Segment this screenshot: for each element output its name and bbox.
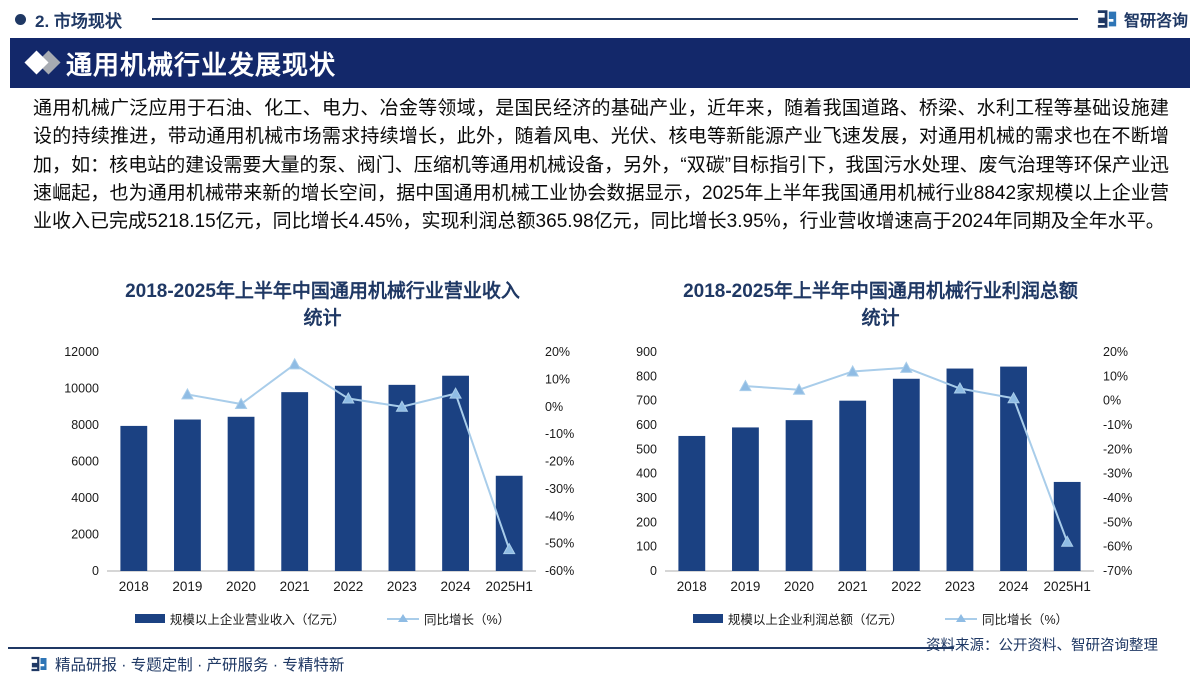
source-note: 资料来源：公开资料、智研咨询整理: [926, 638, 1158, 654]
svg-text:2023: 2023: [945, 579, 975, 594]
line-swatch-icon: [944, 613, 977, 624]
diamond-icon: [24, 48, 66, 78]
svg-text:2025H1: 2025H1: [486, 579, 533, 594]
profit-chart-title: 2018-2025年上半年中国通用机械行业利润总额 统计: [613, 278, 1148, 332]
profit-chart-block: 2018-2025年上半年中国通用机械行业利润总额 统计 0 100 200 300 4…: [613, 278, 1148, 628]
legend-item-revenue-growth: 同比增长（%）: [386, 609, 511, 628]
body-paragraph: 通用机械广泛应用于石油、化工、电力、冶金等领域，是国民经济的基础产业，近年来，随…: [33, 98, 1169, 233]
svg-text:900: 900: [636, 345, 657, 359]
svg-text:-50%: -50%: [1103, 515, 1132, 529]
svg-text:0: 0: [650, 564, 657, 578]
svg-text:2024: 2024: [999, 579, 1030, 594]
banner-title: 通用机械行业发展现状: [66, 49, 337, 80]
profit-chart: 0 100 200 300 400 500 600 700 800 900 -70% -60% -50%…: [613, 340, 1148, 605]
svg-text:8000: 8000: [71, 418, 99, 432]
legend-item-revenue-bars: 规模以上企业营业收入（亿元）: [134, 609, 345, 628]
line-swatch-icon: [386, 613, 419, 624]
section-label: 2. 市场现状: [35, 11, 122, 31]
svg-text:10000: 10000: [64, 382, 99, 396]
legend-label: 同比增长（%）: [981, 613, 1069, 627]
svg-text:-10%: -10%: [1103, 418, 1132, 432]
svg-text:2019: 2019: [730, 579, 760, 594]
page-footer: 精品研报 · 专题定制 · 产研服务 · 专精特新: [30, 653, 344, 674]
svg-text:0%: 0%: [545, 400, 563, 414]
svg-text:2025H1: 2025H1: [1044, 579, 1091, 594]
section-bullet-icon: [15, 13, 26, 25]
svg-text:-30%: -30%: [545, 482, 574, 496]
footer-logo-icon: [30, 656, 48, 672]
svg-text:-20%: -20%: [545, 455, 574, 469]
brand-name: 智研咨询: [1123, 13, 1188, 30]
revenue-chart-title-line1: 2018-2025年上半年中国通用机械行业营业收入: [125, 281, 520, 302]
profit-chart-title-line1: 2018-2025年上半年中国通用机械行业利润总额: [683, 281, 1078, 302]
legend-label: 同比增长（%）: [423, 613, 511, 627]
svg-text:2020: 2020: [226, 579, 256, 594]
svg-text:400: 400: [636, 467, 657, 481]
svg-text:2022: 2022: [333, 579, 363, 594]
revenue-chart-title: 2018-2025年上半年中国通用机械行业营业收入 统计: [55, 278, 590, 332]
svg-text:2021: 2021: [838, 579, 868, 594]
revenue-chart: 0 2000 4000 6000 8000 10000 12000 -60% -50% -40% -…: [55, 340, 590, 605]
svg-text:800: 800: [636, 369, 657, 383]
revenue-chart-title-line2: 统计: [303, 308, 342, 329]
title-banner: 通用机械行业发展现状: [10, 38, 1190, 88]
svg-text:0%: 0%: [1103, 394, 1121, 408]
svg-text:0: 0: [92, 564, 99, 578]
legend-item-profit-bars: 规模以上企业利润总额（亿元）: [692, 609, 903, 628]
svg-text:-60%: -60%: [545, 564, 574, 578]
svg-text:700: 700: [636, 394, 657, 408]
svg-text:12000: 12000: [64, 345, 99, 359]
footer-divider: [8, 647, 954, 649]
svg-text:200: 200: [636, 515, 657, 529]
svg-text:500: 500: [636, 442, 657, 456]
svg-text:2022: 2022: [891, 579, 921, 594]
legend-label: 规模以上企业利润总额（亿元）: [727, 613, 903, 627]
page-header: 2. 市场现状 智研咨询: [15, 6, 1188, 32]
svg-text:100: 100: [636, 540, 657, 554]
svg-text:2018: 2018: [677, 579, 707, 594]
svg-text:-60%: -60%: [1103, 540, 1132, 554]
legend-label: 规模以上企业营业收入（亿元）: [169, 613, 345, 627]
bar-swatch-icon: [134, 614, 165, 623]
footer-tagline: 精品研报 · 专题定制 · 产研服务 · 专精特新: [55, 657, 345, 674]
svg-text:-50%: -50%: [545, 537, 574, 551]
brand-logo: 智研咨询: [1096, 7, 1188, 31]
svg-text:20%: 20%: [545, 345, 570, 359]
svg-text:4000: 4000: [71, 491, 99, 505]
svg-text:-20%: -20%: [1103, 442, 1132, 456]
revenue-chart-legend: 规模以上企业营业收入（亿元） 同比增长（%）: [55, 609, 590, 628]
revenue-chart-block: 2018-2025年上半年中国通用机械行业营业收入 统计 0 2000 4000 60…: [55, 278, 590, 628]
svg-text:600: 600: [636, 418, 657, 432]
svg-text:2021: 2021: [280, 579, 310, 594]
bar-swatch-icon: [692, 614, 723, 623]
svg-text:300: 300: [636, 491, 657, 505]
svg-text:2000: 2000: [71, 528, 99, 542]
svg-text:-40%: -40%: [1103, 491, 1132, 505]
brand-logo-icon: [1096, 10, 1118, 28]
profit-chart-legend: 规模以上企业利润总额（亿元） 同比增长（%）: [613, 609, 1148, 628]
svg-text:10%: 10%: [1103, 369, 1128, 383]
svg-text:20%: 20%: [1103, 345, 1128, 359]
legend-item-profit-growth: 同比增长（%）: [944, 609, 1069, 628]
svg-text:-70%: -70%: [1103, 564, 1132, 578]
svg-text:2020: 2020: [784, 579, 814, 594]
header-divider: [151, 18, 1078, 20]
svg-text:-30%: -30%: [1103, 467, 1132, 481]
svg-text:2024: 2024: [441, 579, 472, 594]
svg-text:-10%: -10%: [545, 427, 574, 441]
svg-text:6000: 6000: [71, 455, 99, 469]
profit-chart-title-line2: 统计: [861, 308, 900, 329]
svg-text:2023: 2023: [387, 579, 417, 594]
svg-text:-40%: -40%: [545, 509, 574, 523]
svg-text:2018: 2018: [119, 579, 149, 594]
svg-text:10%: 10%: [545, 372, 570, 386]
svg-text:2019: 2019: [172, 579, 202, 594]
